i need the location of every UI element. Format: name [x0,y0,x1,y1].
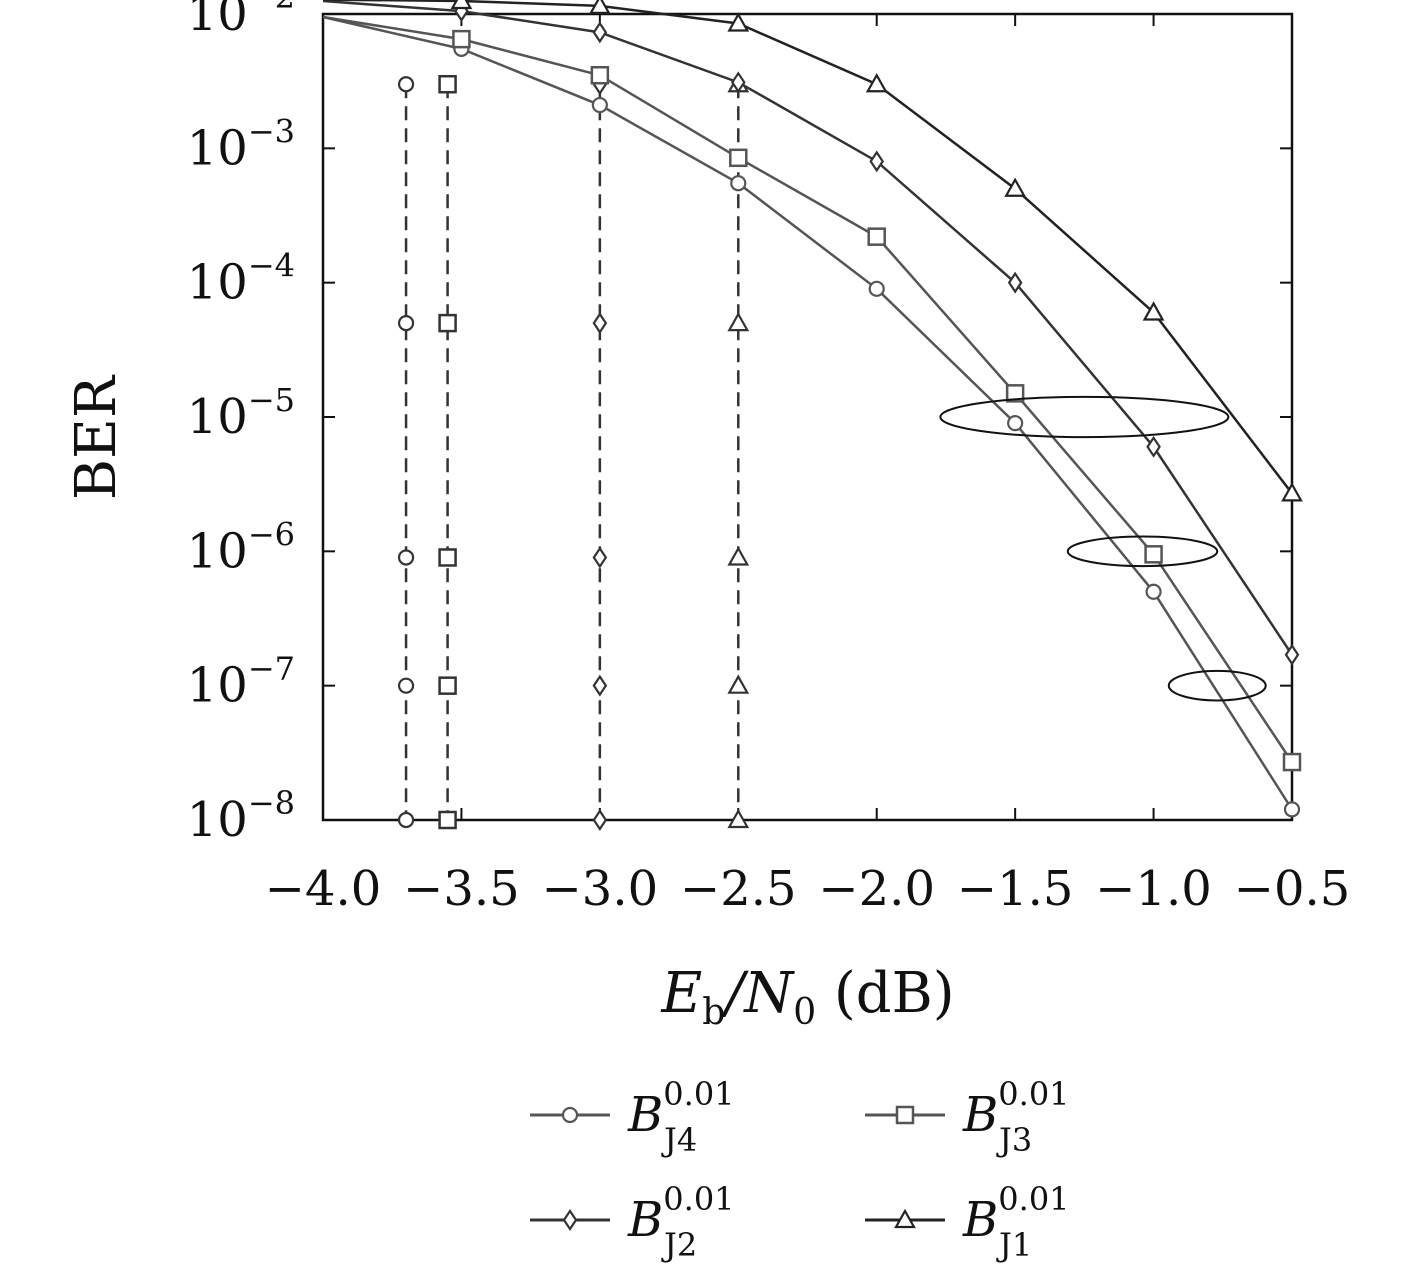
x-axis: −4.0 −3.5 −3.0 −2.5 −2.0 −1.5 −1.0 −0.5 [265,14,1351,917]
annotation-ellipse [1066,535,1219,568]
vertical-triangle-marker [727,311,750,332]
x-tick-label: −1.0 [1095,861,1212,917]
series-point-j3 [590,65,610,85]
legend: B0.01 J4 B0.01 J3 B0.01 J2 B0.01 J1 [530,1075,1070,1264]
legend-label-j2: B0.01 J2 [627,1180,735,1264]
legend-label-j3: B0.01 J3 [962,1075,1070,1159]
series-point-j4 [730,175,747,192]
vertical-circle-marker [397,677,415,694]
series-point-j2 [730,71,746,94]
series-point-j4 [868,280,885,297]
annotation-ellipse [1167,669,1267,702]
series-point-j4 [1145,583,1162,600]
vertical-diamond-marker [592,312,608,335]
vertical-square-marker [438,676,457,695]
vertical-diamond-marker [592,546,608,569]
vertical-marker-columns [397,72,750,831]
legend-label-j1: B0.01 J1 [962,1180,1070,1264]
legend-marker [562,1209,578,1231]
series-group [322,0,1303,818]
legend-marker [895,1105,915,1125]
series-point-j2 [1146,435,1161,458]
series-line-j3 [322,15,1294,763]
x-tick-label: −4.0 [265,861,382,917]
series-point-j4 [1007,415,1024,432]
y-tick-label: 10−7 [187,650,295,714]
series-point-j2 [592,21,608,44]
y-axis: 10−2 10−3 10−4 10−5 10−6 10−7 10−8 [187,0,1292,848]
series-point-j1 [1281,482,1303,502]
y-axis-label: BER [64,374,129,500]
y-tick-label: 10−4 [187,247,295,311]
y-tick-label: 10−3 [187,112,295,176]
plot-frame [321,12,1294,822]
series-point-j1 [1004,177,1027,197]
series-point-j2 [1284,643,1300,666]
series-point-j1 [865,72,888,93]
vertical-square-marker [438,548,457,567]
series-point-j2 [869,150,885,173]
series-point-j3 [867,227,886,246]
vertical-circle-marker [397,76,415,93]
vertical-diamond-marker [592,809,608,831]
vertical-diamond-marker [592,674,608,697]
annotation-ellipse [939,395,1230,439]
legend-marker [561,1106,579,1124]
x-axis-label: Eb/N0 (dB) [660,961,954,1033]
y-tick-label: 10−6 [187,515,295,579]
series-point-j3 [1005,384,1025,403]
series-point-j3 [729,148,748,168]
x-tick-label: −3.0 [542,861,659,917]
legend-marker [894,1208,916,1229]
series-point-j3 [1282,752,1302,772]
series-line-j2 [322,0,1294,656]
series-point-j3 [1144,545,1163,564]
series-point-j1 [588,0,611,14]
series-line-j4 [322,15,1294,811]
annotation-ellipses [939,395,1267,702]
vertical-circle-marker [397,811,415,829]
y-tick-label: 10−8 [187,784,295,848]
vertical-circle-marker [397,549,415,566]
x-tick-label: −2.0 [818,861,935,917]
vertical-circle-marker [397,315,415,332]
series-point-j3 [452,29,471,49]
vertical-square-marker [438,313,457,333]
vertical-triangle-marker [727,808,750,829]
series-line-j1 [322,0,1293,495]
vertical-triangle-marker [727,546,750,566]
x-tick-label: −1.5 [957,861,1074,917]
series-point-j4 [591,96,608,114]
series-point-j1 [727,12,750,32]
vertical-square-marker [438,74,457,94]
x-tick-label: −2.5 [680,861,797,917]
vertical-triangle-marker [727,674,750,694]
vertical-square-marker [438,810,457,830]
y-tick-label: 10−5 [187,381,295,445]
x-tick-label: −0.5 [1234,861,1351,917]
series-point-j1 [1142,301,1165,321]
series-point-j1 [450,0,473,10]
series-point-j2 [1007,271,1023,294]
series-point-j4 [1283,801,1301,818]
y-tick-label: 10−2 [187,0,295,42]
legend-label-j4: B0.01 J4 [627,1075,735,1159]
x-tick-label: −3.5 [403,861,520,917]
